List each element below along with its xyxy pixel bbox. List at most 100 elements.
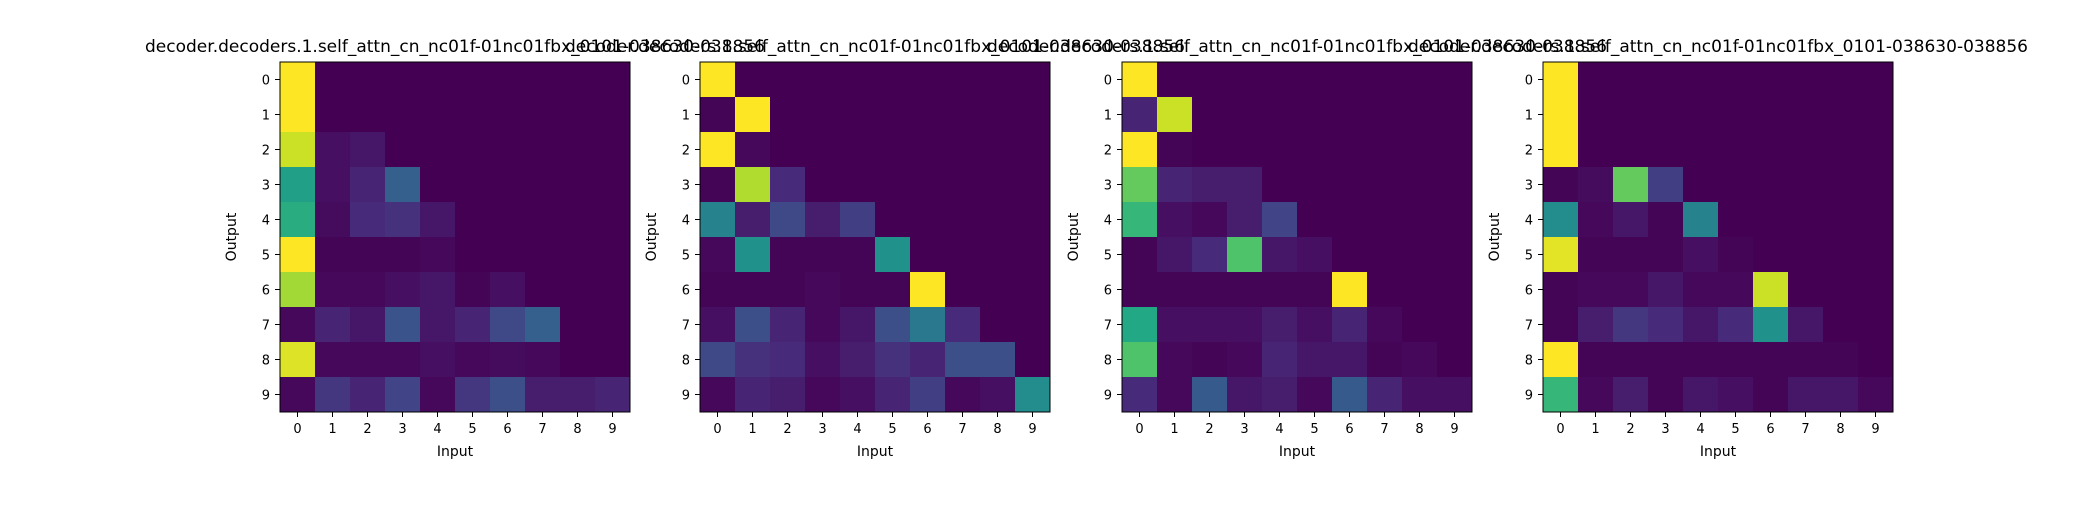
heatmap-cell-r4-c9 (595, 202, 631, 238)
heatmap-cell-r4-c2 (1613, 202, 1649, 238)
heatmap-cell-r6-c9 (595, 272, 631, 308)
heatmap-cell-r0-c2 (350, 62, 386, 98)
heatmap-cell-r5-c5 (1297, 237, 1333, 273)
heatmap-cell-r9-c5 (875, 377, 911, 413)
y-tick-label: 7 (262, 319, 270, 334)
x-tick-label: 0 (1556, 422, 1564, 437)
heatmap-cell-r1-c2 (1192, 97, 1228, 133)
x-tick-label: 6 (503, 422, 511, 437)
y-tick-label: 1 (262, 109, 270, 124)
y-tick-label: 3 (1525, 179, 1533, 194)
heatmap-cell-r2-c9 (595, 132, 631, 168)
x-tick-label: 5 (1310, 422, 1318, 437)
x-tick-label: 5 (1731, 422, 1739, 437)
heatmap-cell-r5-c6 (910, 237, 946, 273)
heatmap-cell-r1-c6 (1332, 97, 1368, 133)
heatmap-cell-r3-c6 (1753, 167, 1789, 203)
heatmap-cell-r8-c8 (560, 342, 596, 378)
x-tick-label: 3 (1240, 422, 1248, 437)
heatmap-cell-r8-c0 (700, 342, 736, 378)
heatmap-cell-r1-c6 (1753, 97, 1789, 133)
y-tick-label: 0 (1104, 74, 1112, 89)
heatmap-cell-r8-c8 (980, 342, 1016, 378)
heatmap-cell-r9-c0 (1543, 377, 1579, 413)
y-tick-label: 1 (682, 109, 690, 124)
heatmap-cell-r6-c1 (735, 272, 771, 308)
y-tick-label: 6 (262, 284, 270, 299)
heatmap-cell-r7-c9 (1437, 307, 1473, 343)
heatmap-cell-r0-c9 (595, 62, 631, 98)
heatmap-cell-r7-c0 (1122, 307, 1158, 343)
heatmap-cell-r9-c6 (1753, 377, 1789, 413)
heatmap-cell-r4-c6 (1332, 202, 1368, 238)
heatmap-cell-r1-c1 (1157, 97, 1193, 133)
heatmap-cell-r0-c0 (700, 62, 736, 98)
heatmap-cell-r8-c8 (1402, 342, 1438, 378)
heatmap-cell-r7-c4 (1683, 307, 1719, 343)
heatmap-cell-r9-c1 (315, 377, 351, 413)
heatmap-cell-r3-c4 (840, 167, 876, 203)
heatmap-cell-r7-c0 (700, 307, 736, 343)
heatmap-cell-r6-c3 (805, 272, 841, 308)
heatmap-cell-r3-c7 (1788, 167, 1824, 203)
heatmap-cell-r0-c0 (1122, 62, 1158, 98)
heatmap-cell-r1-c3 (805, 97, 841, 133)
heatmap-cell-r6-c3 (385, 272, 421, 308)
heatmap-cell-r3-c8 (1402, 167, 1438, 203)
heatmap-cell-r5-c3 (1648, 237, 1684, 273)
heatmap-cell-r4-c1 (735, 202, 771, 238)
heatmap-cell-r0-c7 (1788, 62, 1824, 98)
x-tick-label: 8 (1415, 422, 1423, 437)
heatmap-cell-r7-c5 (455, 307, 491, 343)
heatmap-cell-r3-c4 (1683, 167, 1719, 203)
heatmap-cell-r1-c9 (1437, 97, 1473, 133)
x-tick-label: 7 (538, 422, 546, 437)
heatmap-cell-r4-c7 (1367, 202, 1403, 238)
heatmap-cell-r1-c3 (1227, 97, 1263, 133)
heatmap-cell-r9-c5 (1718, 377, 1754, 413)
x-tick-label: 2 (1205, 422, 1213, 437)
heatmap-cell-r3-c2 (770, 167, 806, 203)
heatmap-cell-r5-c1 (1578, 237, 1614, 273)
y-tick-label: 8 (1104, 354, 1112, 369)
heatmap-cell-r4-c5 (1297, 202, 1333, 238)
heatmap-cell-r6-c0 (700, 272, 736, 308)
heatmap-cell-r9-c6 (1332, 377, 1368, 413)
heatmap-cell-r8-c6 (1753, 342, 1789, 378)
heatmap-cell-r9-c0 (1122, 377, 1158, 413)
heatmap-cell-r9-c9 (1437, 377, 1473, 413)
heatmap-cell-r0-c9 (1015, 62, 1051, 98)
chart-title: decoder.decoders.1.self_attn_cn_nc01f-01… (145, 37, 765, 57)
heatmap-cell-r0-c5 (1297, 62, 1333, 98)
heatmap-cell-r9-c8 (980, 377, 1016, 413)
heatmap-cell-r3-c8 (1823, 167, 1859, 203)
heatmap-cell-r5-c3 (805, 237, 841, 273)
heatmap-cell-r7-c9 (595, 307, 631, 343)
heatmap-cell-r1-c8 (1823, 97, 1859, 133)
heatmap-cell-r6-c9 (1437, 272, 1473, 308)
heatmap-cell-r8-c6 (490, 342, 526, 378)
heatmap-cell-r5-c3 (385, 237, 421, 273)
heatmap-cell-r8-c6 (910, 342, 946, 378)
heatmap-cell-r6-c1 (315, 272, 351, 308)
x-tick-label: 6 (923, 422, 931, 437)
heatmap-cell-r4-c5 (875, 202, 911, 238)
heatmap-cell-r2-c8 (980, 132, 1016, 168)
heatmap-cell-r9-c3 (1227, 377, 1263, 413)
heatmap-cell-r4-c9 (1437, 202, 1473, 238)
heatmap-cell-r3-c9 (1015, 167, 1051, 203)
heatmap-cell-r1-c4 (1683, 97, 1719, 133)
heatmap-cell-r4-c4 (1262, 202, 1298, 238)
heatmap-cell-r0-c9 (1437, 62, 1473, 98)
y-tick-label: 8 (1525, 354, 1533, 369)
heatmap-cell-r1-c9 (1015, 97, 1051, 133)
heatmap-cell-r7-c3 (385, 307, 421, 343)
heatmap-cell-r5-c8 (980, 237, 1016, 273)
heatmap-cell-r7-c3 (1648, 307, 1684, 343)
heatmap-cell-r4-c2 (1192, 202, 1228, 238)
heatmap-cell-r3-c5 (1718, 167, 1754, 203)
heatmap-cell-r4-c7 (945, 202, 981, 238)
heatmap-cell-r6-c9 (1858, 272, 1894, 308)
heatmap-cell-r5-c1 (315, 237, 351, 273)
heatmap-cell-r7-c5 (875, 307, 911, 343)
